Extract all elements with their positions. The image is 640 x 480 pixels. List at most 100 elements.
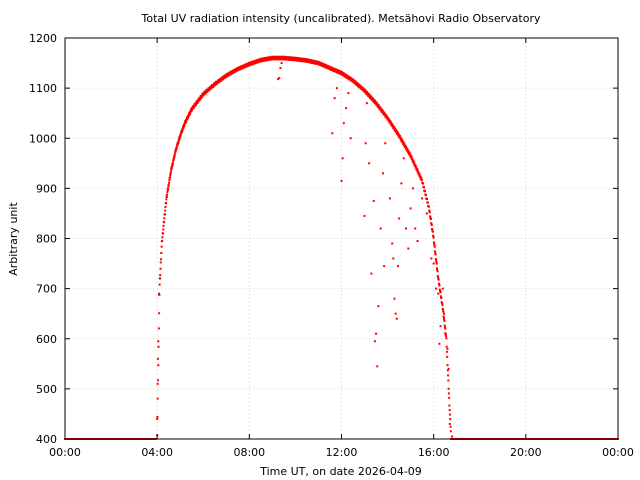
y-tick-label: 500 xyxy=(36,383,57,396)
envelope-point xyxy=(447,374,450,377)
envelope-point xyxy=(218,81,221,84)
envelope-point xyxy=(156,415,159,418)
envelope-point xyxy=(239,68,242,71)
envelope-point xyxy=(202,94,205,97)
envelope-point xyxy=(437,276,440,279)
dropout-point xyxy=(394,312,397,315)
envelope-point xyxy=(433,242,436,245)
y-axis-title: Arbitrary unit xyxy=(7,202,20,276)
envelope-point xyxy=(407,150,410,153)
envelope-point xyxy=(364,90,367,93)
dropout-point xyxy=(363,214,366,217)
dropout-point xyxy=(278,77,281,80)
envelope-point xyxy=(441,307,444,310)
envelope-point xyxy=(352,78,355,81)
envelope-point xyxy=(172,158,175,161)
dropout-point xyxy=(158,292,161,295)
envelope-point xyxy=(443,318,446,321)
envelope-point xyxy=(191,109,194,112)
envelope-point xyxy=(163,220,166,223)
envelope-point xyxy=(419,174,422,177)
envelope-point xyxy=(446,355,449,358)
envelope-point xyxy=(161,232,164,235)
dropout-point xyxy=(402,157,405,160)
x-tick-label: 00:00 xyxy=(602,446,634,459)
envelope-point xyxy=(189,111,192,114)
envelope-point xyxy=(433,245,436,248)
envelope-point xyxy=(443,319,446,322)
envelope-point xyxy=(214,84,217,87)
envelope-point xyxy=(434,253,437,256)
y-tick-label: 900 xyxy=(36,182,57,195)
dropout-point xyxy=(400,182,403,185)
envelope-point xyxy=(371,97,374,100)
envelope-point xyxy=(413,161,416,164)
dropout-point xyxy=(437,292,440,295)
envelope-point xyxy=(403,143,406,146)
envelope-point xyxy=(175,148,178,151)
envelope-point xyxy=(233,71,236,74)
envelope-point xyxy=(442,309,445,312)
dropout-point xyxy=(365,102,368,105)
envelope-point xyxy=(390,121,393,124)
envelope-point xyxy=(165,198,168,201)
dropout-point xyxy=(370,272,373,275)
dropout-point xyxy=(439,325,442,328)
dropout-point xyxy=(391,242,394,245)
envelope-point xyxy=(210,87,213,90)
dropout-point xyxy=(156,382,159,385)
dropout-point xyxy=(405,227,408,230)
envelope-point xyxy=(406,148,409,151)
envelope-point xyxy=(173,155,176,158)
envelope-point xyxy=(245,65,248,68)
envelope-point xyxy=(446,364,449,367)
envelope-point xyxy=(157,364,160,367)
envelope-point xyxy=(161,236,164,239)
envelope-point xyxy=(159,261,162,264)
envelope-point xyxy=(437,278,440,281)
envelope-point xyxy=(181,130,184,133)
envelope-point xyxy=(156,397,159,400)
dropout-point xyxy=(379,227,382,230)
envelope-point xyxy=(430,223,433,226)
envelope-point xyxy=(408,151,411,154)
envelope-point xyxy=(392,124,395,127)
envelope-point xyxy=(447,387,450,390)
envelope-point xyxy=(186,118,189,121)
envelope-point xyxy=(206,90,209,93)
envelope-point xyxy=(189,112,192,115)
envelope-point xyxy=(159,267,162,270)
envelope-point xyxy=(370,96,373,99)
dropout-point xyxy=(158,277,161,280)
envelope-point xyxy=(366,92,369,95)
dropout-point xyxy=(372,199,375,202)
envelope-point xyxy=(166,193,169,196)
dropout-point xyxy=(381,172,384,175)
envelope-point xyxy=(414,163,417,166)
envelope-point xyxy=(393,127,396,130)
envelope-point xyxy=(397,133,400,136)
envelope-point xyxy=(225,75,228,78)
envelope-point xyxy=(424,194,427,197)
envelope-point xyxy=(409,153,412,156)
envelope-point xyxy=(221,78,224,81)
envelope-point xyxy=(172,157,175,160)
envelope-point xyxy=(435,261,438,264)
dropout-point xyxy=(444,332,447,335)
dropout-point xyxy=(432,262,435,265)
envelope-point xyxy=(158,283,161,286)
envelope-point xyxy=(170,167,173,170)
envelope-point xyxy=(381,109,384,112)
envelope-point xyxy=(401,140,404,143)
envelope-point xyxy=(359,84,362,87)
dropout-point xyxy=(341,157,344,160)
x-tick-label: 08:00 xyxy=(233,446,265,459)
envelope-point xyxy=(229,73,232,76)
dropout-point xyxy=(279,67,282,70)
envelope-point xyxy=(369,95,372,98)
dropout-point xyxy=(335,87,338,90)
dropout-point xyxy=(384,142,387,145)
envelope-point xyxy=(449,430,452,433)
dropout-point xyxy=(347,92,350,95)
